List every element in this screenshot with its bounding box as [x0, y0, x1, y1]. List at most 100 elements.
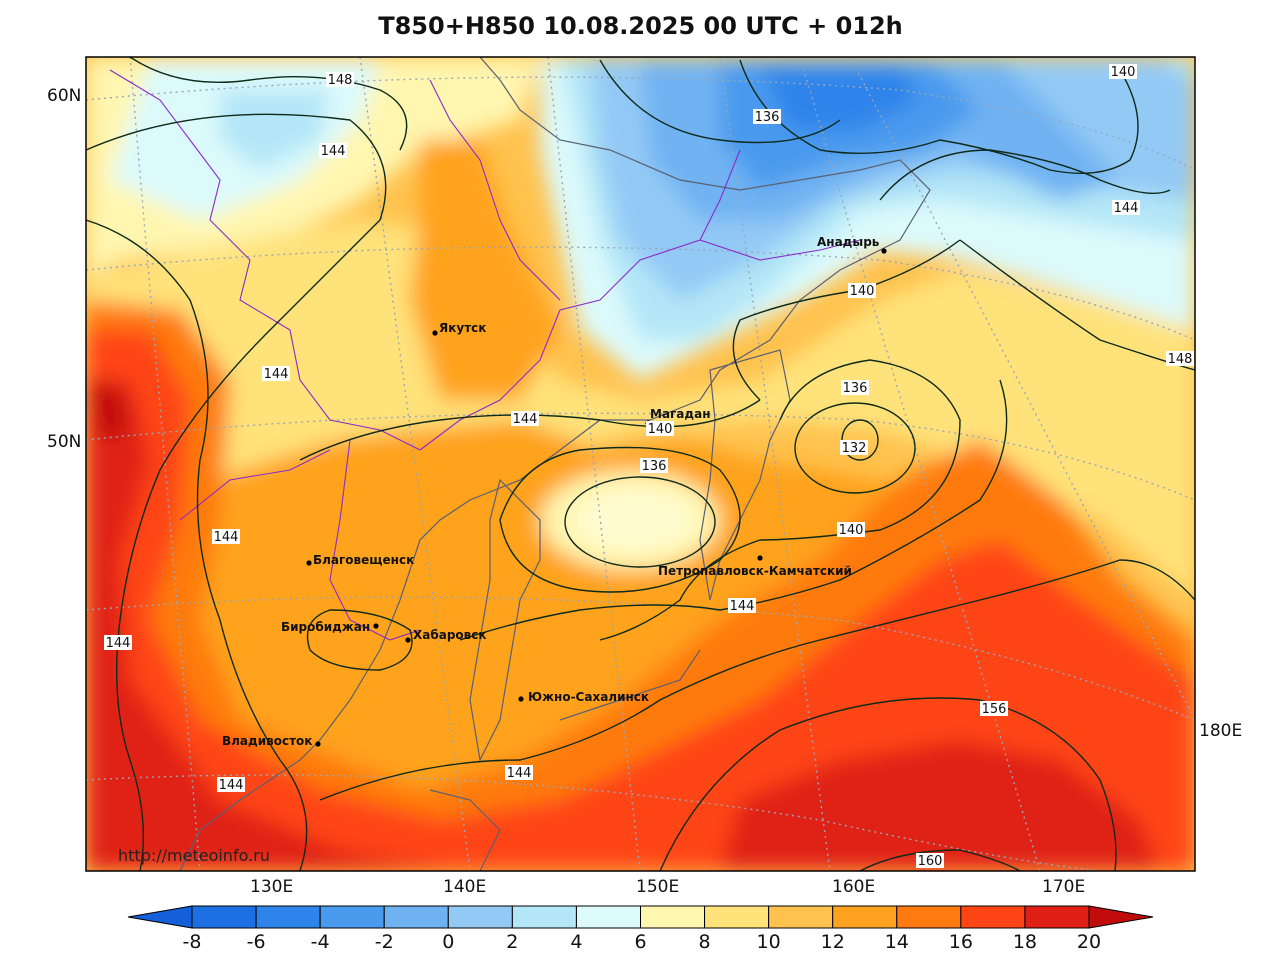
- contour-label: 140: [839, 523, 864, 538]
- colorbar-swatch: [768, 905, 834, 929]
- colorbar-swatch: [704, 905, 770, 929]
- city-label: Владивосток: [222, 734, 312, 748]
- contour-label-bg: [646, 421, 674, 436]
- colorbar-swatch: [960, 905, 1026, 929]
- lon-label-160e: 160E: [832, 877, 875, 897]
- contour-label-bg: [753, 109, 781, 124]
- colorbar-swatch: [511, 905, 577, 929]
- contour-label-bg: [217, 777, 245, 792]
- contour-label-bg: [840, 440, 868, 455]
- contour-label: 144: [219, 778, 244, 793]
- contour-labels: 148 144 136 140 144 140 144 136 132 140 140 136 144 1…: [104, 64, 1194, 869]
- city-label: Анадырь: [817, 235, 880, 249]
- colorbar-under-arrow: [127, 905, 193, 929]
- contour-label-bg: [326, 72, 354, 87]
- city-label: Южно-Сахалинск: [528, 690, 649, 704]
- contour-label-bg: [1166, 351, 1194, 366]
- colorbar-tick-label: 14: [885, 931, 909, 953]
- city-label: Якутск: [439, 321, 486, 335]
- contour-label: 136: [755, 110, 780, 125]
- contour-label: 136: [843, 381, 868, 396]
- colorbar-swatch: [447, 905, 513, 929]
- contour-label: 144: [1114, 201, 1139, 216]
- contour-label: 144: [507, 766, 532, 781]
- colorbar-swatch: [191, 905, 257, 929]
- contour-label: 144: [264, 367, 289, 382]
- contour-label-bg: [319, 143, 347, 158]
- lat-label-50n: 50N: [47, 432, 81, 452]
- contour-label-bg: [1112, 200, 1140, 215]
- colorbar-tick-label: 12: [821, 931, 845, 953]
- lon-label-150e: 150E: [636, 877, 679, 897]
- contour-label-bg: [848, 283, 876, 298]
- contour-label-bg: [505, 765, 533, 780]
- colorbar-swatch: [319, 905, 385, 929]
- colorbar-tick-label: 10: [757, 931, 781, 953]
- contour-label: 144: [321, 144, 346, 159]
- colorbar-tick-label: 0: [442, 931, 454, 953]
- map-frame: [85, 56, 1196, 872]
- contour-label: 144: [513, 412, 538, 427]
- contour-label: 156: [982, 702, 1007, 717]
- watermark: http://meteoinfo.ru: [118, 846, 270, 865]
- colorbar-over-arrow: [1088, 905, 1154, 929]
- colorbar-tick-label: -8: [183, 931, 202, 953]
- contour-label: 148: [328, 73, 353, 88]
- contour-label-bg: [1109, 64, 1137, 79]
- colorbar-tick-label: -4: [311, 931, 330, 953]
- colorbar-swatch: [1024, 905, 1090, 929]
- city-label: Петропавловск-Камчатский: [658, 564, 852, 578]
- contour-label-bg: [841, 380, 869, 395]
- city-label: Магадан: [650, 407, 711, 421]
- colorbar: -8 -6 -4 -2 0 2 4 6 8 10 12 14 16 18 20: [127, 905, 1154, 953]
- geopotential-contours: [86, 57, 1195, 871]
- map-title: T850+H850 10.08.2025 00 UTC + 012h: [378, 12, 903, 40]
- colorbar-swatch: [640, 905, 706, 929]
- contour-label-bg: [728, 598, 756, 613]
- lon-label-180e: 180E: [1199, 721, 1242, 741]
- colorbar-tick-label: 16: [949, 931, 973, 953]
- contour-label: 144: [214, 530, 239, 545]
- contour-label: 144: [730, 599, 755, 614]
- lon-label-170e: 170E: [1042, 877, 1085, 897]
- contour-label-bg: [640, 458, 668, 473]
- contour-label-bg: [980, 701, 1008, 716]
- colorbar-swatch: [575, 905, 642, 929]
- colorbar-tick-label: 20: [1077, 931, 1101, 953]
- coastlines: [179, 57, 931, 871]
- contour-label: 132: [842, 441, 867, 456]
- contour-label: 140: [648, 422, 673, 437]
- city-label: Благовещенск: [313, 553, 414, 567]
- contour-label-bg: [916, 853, 944, 868]
- colorbar-tick-label: 4: [570, 931, 582, 953]
- graticule: [86, 57, 1195, 871]
- contour-label-bg: [212, 529, 240, 544]
- borders: [109, 69, 861, 641]
- lon-label-140e: 140E: [443, 877, 486, 897]
- contour-label-bg: [511, 411, 539, 426]
- lat-label-60n: 60N: [47, 86, 81, 106]
- colorbar-swatch: [255, 905, 321, 929]
- colorbar-tick-label: 8: [699, 931, 711, 953]
- contour-label-bg: [262, 366, 290, 381]
- contour-label: 148: [1168, 352, 1193, 367]
- city-labels: Якутск Магадан Анадырь Благовещенск Биробидж…: [222, 235, 880, 748]
- contour-label: 136: [642, 459, 667, 474]
- contour-label: 140: [850, 284, 875, 299]
- contour-label-bg: [104, 635, 132, 650]
- colorbar-tick-label: -6: [247, 931, 266, 953]
- colorbar-tick-label: -2: [375, 931, 394, 953]
- colorbar-swatch: [896, 905, 962, 929]
- contour-label-bg: [837, 522, 865, 537]
- colorbar-tick-label: 6: [634, 931, 646, 953]
- contour-label: 144: [106, 636, 131, 651]
- contour-label: 160: [918, 854, 943, 869]
- colorbar-tick-label: 2: [506, 931, 518, 953]
- colorbar-swatch: [832, 905, 898, 929]
- colorbar-swatch: [383, 905, 449, 929]
- contour-label: 140: [1111, 65, 1136, 80]
- city-label: Биробиджан: [281, 620, 370, 634]
- colorbar-tick-label: 18: [1013, 931, 1037, 953]
- lon-label-130e: 130E: [250, 877, 293, 897]
